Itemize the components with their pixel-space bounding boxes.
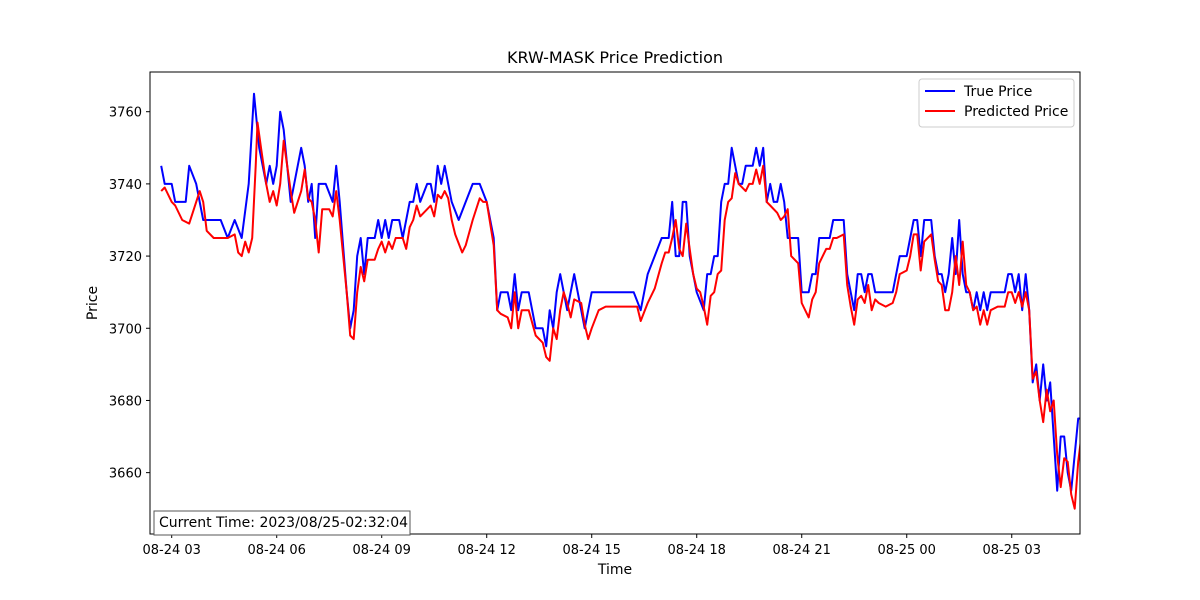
y-tick-label: 3740 [109,178,142,193]
predicted-price-line [160,121,1080,510]
y-tick-label: 3720 [109,250,142,265]
y-tick-label: 3760 [109,106,142,121]
x-tick-label: 08-24 12 [457,543,515,558]
x-tick-label: 08-24 21 [773,543,831,558]
current-time-box: Current Time: 2023/08/25-02:32:04 [153,510,411,536]
series-lines [160,92,1080,510]
x-tick-label: 08-24 03 [142,543,200,558]
current-time-frame [153,510,411,536]
x-tick-label: 08-24 15 [562,543,620,558]
legend-box [918,78,1075,128]
x-tick-label: 08-24 06 [247,543,305,558]
x-tick-label: 08-24 18 [668,543,726,558]
y-axis-label: Price [85,286,101,320]
y-tick-label: 3680 [109,394,142,409]
chart-title: KRW-MASK Price Prediction [507,48,723,67]
plot-frame [149,71,1081,535]
x-tick-label: 08-24 09 [352,543,410,558]
true-price-line [160,92,1080,492]
legend-predicted-price-label: Predicted Price [964,104,1068,120]
y-tick-label: 3700 [109,322,142,337]
legend-true-price-label: True Price [963,84,1032,100]
legend: True Price Predicted Price [918,78,1075,128]
x-axis-label: Time [597,562,632,578]
x-tick-label: 08-25 00 [878,543,936,558]
current-time-text: Current Time: 2023/08/25-02:32:04 [159,515,408,531]
x-tick-label: 08-25 03 [983,543,1041,558]
axis-ticks: 08-24 03 08-24 06 08-24 09 08-24 12 08-24 15… [109,106,1041,558]
y-tick-label: 3660 [109,467,142,482]
